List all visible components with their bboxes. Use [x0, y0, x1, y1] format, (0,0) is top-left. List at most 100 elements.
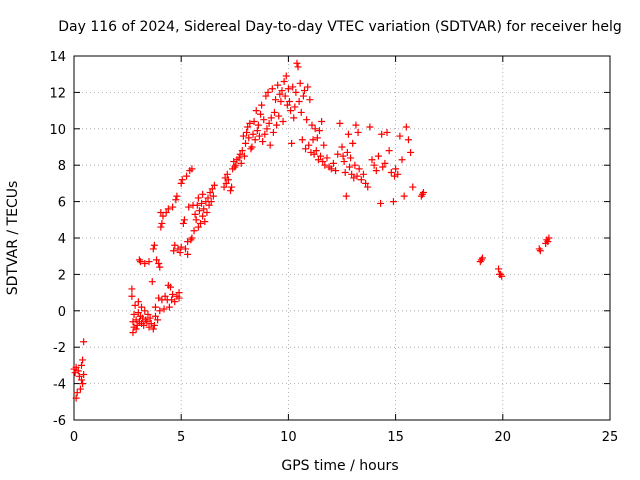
data-point	[206, 189, 214, 196]
data-point	[148, 278, 156, 286]
data-point	[134, 309, 142, 317]
data-point	[246, 119, 254, 127]
data-point	[305, 141, 313, 149]
data-point	[404, 136, 412, 144]
data-point	[250, 118, 258, 126]
data-point	[272, 96, 280, 104]
y-axis-label: SDTVAR / TECUs	[5, 181, 21, 296]
data-point	[151, 303, 159, 311]
data-point	[71, 369, 79, 377]
data-point	[419, 189, 427, 196]
y-tick-label: -2	[53, 341, 66, 356]
data-point	[145, 258, 153, 266]
data-point	[238, 147, 246, 155]
data-point	[178, 176, 186, 184]
data-point	[381, 159, 389, 167]
data-point	[158, 219, 166, 227]
y-tick-label: 0	[58, 305, 66, 320]
data-point	[267, 114, 275, 122]
data-point	[227, 187, 235, 195]
data-point	[255, 132, 263, 140]
data-point	[339, 152, 347, 160]
data-point	[257, 110, 265, 118]
data-point	[292, 88, 300, 96]
data-point	[200, 205, 208, 213]
data-point	[355, 165, 363, 173]
data-point	[129, 318, 137, 326]
data-point	[293, 59, 301, 67]
data-point	[407, 148, 415, 156]
data-point	[392, 165, 400, 173]
data-point	[156, 307, 164, 315]
data-point	[391, 172, 399, 180]
data-point	[287, 107, 295, 115]
data-point	[544, 238, 552, 246]
data-point	[338, 143, 346, 151]
data-point	[160, 305, 168, 313]
data-point	[169, 203, 177, 211]
data-point	[377, 199, 385, 207]
x-tick-label: 20	[495, 430, 512, 445]
data-point	[291, 103, 299, 111]
data-point	[359, 170, 367, 178]
data-point	[194, 223, 202, 231]
data-point	[343, 148, 351, 156]
data-point	[288, 139, 296, 147]
y-tick-label: -6	[53, 414, 66, 429]
data-point	[210, 181, 218, 189]
data-point	[232, 161, 240, 169]
data-point	[171, 298, 179, 306]
data-point	[394, 170, 402, 178]
data-point	[131, 301, 139, 309]
x-axis: 0 5 10 15 20 25	[70, 56, 618, 445]
y-axis: -6 -4 -2 0 2 4 6 8 10 12 14	[49, 50, 610, 429]
data-point	[145, 323, 153, 331]
data-point	[209, 192, 217, 200]
data-point	[188, 234, 196, 242]
data-point	[318, 118, 326, 126]
data-point	[242, 139, 250, 147]
data-point	[378, 130, 386, 138]
data-point	[283, 101, 291, 109]
data-point	[80, 371, 88, 378]
data-point	[194, 194, 202, 202]
data-point	[296, 79, 304, 87]
data-point	[273, 121, 281, 129]
data-point	[295, 98, 303, 105]
data-point	[222, 179, 230, 187]
data-point	[364, 183, 372, 191]
data-point	[265, 119, 273, 127]
data-point	[347, 154, 355, 162]
data-point	[319, 158, 327, 166]
x-tick-label: 10	[280, 430, 297, 445]
data-point	[323, 154, 331, 162]
data-point	[138, 303, 146, 311]
data-point	[290, 114, 298, 122]
data-point	[74, 367, 82, 375]
data-point	[177, 179, 185, 187]
data-point	[154, 316, 162, 324]
data-point	[199, 212, 207, 220]
chart-title: Day 116 of 2024, Sidereal Day-to-day VTE…	[58, 19, 621, 35]
data-point	[128, 285, 136, 293]
data-point	[235, 154, 243, 162]
data-point	[162, 209, 170, 217]
data-point	[130, 310, 138, 318]
data-point	[150, 321, 158, 329]
data-point	[73, 389, 81, 397]
data-point	[79, 356, 87, 364]
data-point	[149, 245, 157, 253]
data-point	[261, 130, 269, 138]
x-tick-label: 5	[177, 430, 185, 445]
data-point	[306, 96, 314, 104]
data-point	[249, 130, 257, 138]
data-point	[270, 108, 278, 116]
data-point	[155, 294, 163, 302]
data-point	[183, 172, 191, 180]
data-point	[294, 63, 302, 71]
data-point	[171, 241, 179, 249]
data-point	[141, 307, 149, 315]
data-point	[146, 314, 154, 322]
data-point	[285, 98, 293, 105]
data-point	[478, 254, 486, 262]
